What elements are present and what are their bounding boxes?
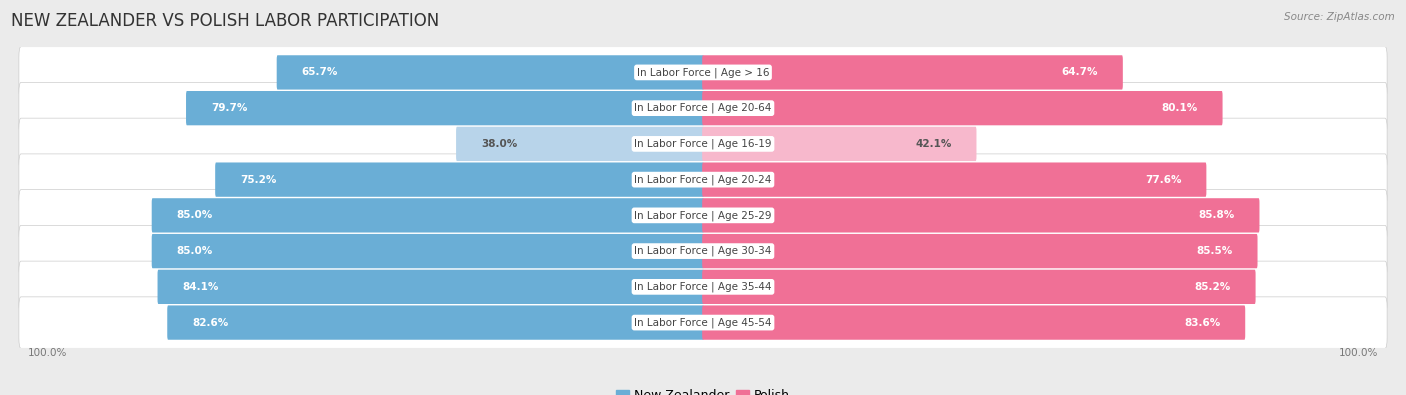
Text: In Labor Force | Age 45-54: In Labor Force | Age 45-54	[634, 317, 772, 328]
Text: 83.6%: 83.6%	[1184, 318, 1220, 327]
Text: In Labor Force | Age > 16: In Labor Force | Age > 16	[637, 67, 769, 78]
Text: 85.5%: 85.5%	[1197, 246, 1233, 256]
FancyBboxPatch shape	[18, 297, 1388, 348]
Text: 85.0%: 85.0%	[177, 211, 212, 220]
FancyBboxPatch shape	[702, 55, 1123, 90]
Text: In Labor Force | Age 30-34: In Labor Force | Age 30-34	[634, 246, 772, 256]
FancyBboxPatch shape	[456, 127, 704, 161]
Text: 79.7%: 79.7%	[211, 103, 247, 113]
FancyBboxPatch shape	[702, 127, 977, 161]
Text: 82.6%: 82.6%	[193, 318, 228, 327]
FancyBboxPatch shape	[215, 162, 704, 197]
Text: 77.6%: 77.6%	[1144, 175, 1181, 184]
FancyBboxPatch shape	[18, 83, 1388, 134]
FancyBboxPatch shape	[702, 198, 1260, 233]
FancyBboxPatch shape	[152, 198, 704, 233]
Text: NEW ZEALANDER VS POLISH LABOR PARTICIPATION: NEW ZEALANDER VS POLISH LABOR PARTICIPAT…	[11, 12, 440, 30]
FancyBboxPatch shape	[18, 190, 1388, 241]
Text: 75.2%: 75.2%	[240, 175, 277, 184]
FancyBboxPatch shape	[167, 305, 704, 340]
FancyBboxPatch shape	[18, 118, 1388, 169]
Text: In Labor Force | Age 20-64: In Labor Force | Age 20-64	[634, 103, 772, 113]
FancyBboxPatch shape	[152, 234, 704, 268]
Text: 65.7%: 65.7%	[302, 68, 337, 77]
Text: 38.0%: 38.0%	[481, 139, 517, 149]
FancyBboxPatch shape	[702, 234, 1257, 268]
Text: In Labor Force | Age 16-19: In Labor Force | Age 16-19	[634, 139, 772, 149]
FancyBboxPatch shape	[157, 270, 704, 304]
Text: 42.1%: 42.1%	[915, 139, 952, 149]
Text: 84.1%: 84.1%	[183, 282, 219, 292]
FancyBboxPatch shape	[702, 91, 1223, 125]
FancyBboxPatch shape	[186, 91, 704, 125]
Text: 64.7%: 64.7%	[1062, 68, 1098, 77]
FancyBboxPatch shape	[18, 261, 1388, 312]
Text: In Labor Force | Age 35-44: In Labor Force | Age 35-44	[634, 282, 772, 292]
FancyBboxPatch shape	[18, 47, 1388, 98]
FancyBboxPatch shape	[702, 162, 1206, 197]
FancyBboxPatch shape	[702, 270, 1256, 304]
Text: 85.8%: 85.8%	[1198, 211, 1234, 220]
Text: Source: ZipAtlas.com: Source: ZipAtlas.com	[1284, 12, 1395, 22]
Legend: New Zealander, Polish: New Zealander, Polish	[612, 384, 794, 395]
Text: In Labor Force | Age 20-24: In Labor Force | Age 20-24	[634, 174, 772, 185]
Text: 100.0%: 100.0%	[1339, 348, 1378, 357]
FancyBboxPatch shape	[18, 226, 1388, 277]
Text: In Labor Force | Age 25-29: In Labor Force | Age 25-29	[634, 210, 772, 221]
FancyBboxPatch shape	[702, 305, 1246, 340]
Text: 85.0%: 85.0%	[177, 246, 212, 256]
FancyBboxPatch shape	[18, 154, 1388, 205]
FancyBboxPatch shape	[277, 55, 704, 90]
Text: 85.2%: 85.2%	[1194, 282, 1230, 292]
Text: 100.0%: 100.0%	[28, 348, 67, 357]
Text: 80.1%: 80.1%	[1161, 103, 1198, 113]
